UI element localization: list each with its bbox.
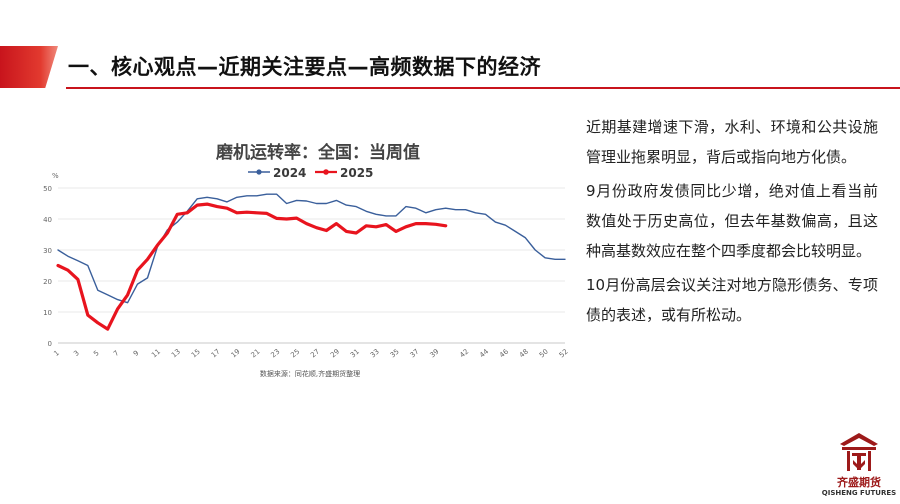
- x-tick-label: 29: [329, 348, 341, 360]
- page-title: 一、核心观点—近期关注要点—高频数据下的经济: [68, 55, 541, 79]
- x-tick-label: 1: [52, 349, 61, 358]
- x-tick-label: 33: [369, 348, 381, 360]
- legend: 2024 2025: [248, 166, 373, 180]
- x-tick-label: 9: [132, 349, 141, 358]
- x-tick-label: 25: [289, 348, 301, 360]
- chart-source: 数据来源：同花顺,齐盛期货整理: [260, 369, 360, 378]
- x-tick-label: 15: [190, 348, 202, 360]
- commentary-paragraph-1: 近期基建增速下滑，水利、环境和公共设施管理业拖累明显，背后或指向地方化债。: [586, 118, 878, 166]
- x-tick-label: 3: [72, 349, 81, 358]
- y-axis-unit: %: [52, 172, 59, 180]
- x-tick-label: 5: [92, 349, 101, 358]
- x-tick-label: 35: [389, 348, 401, 360]
- legend-label-2024: 2024: [273, 166, 306, 180]
- x-tick-label: 21: [250, 348, 262, 360]
- y-tick-label: 50: [43, 185, 52, 193]
- x-tick-label: 39: [428, 348, 440, 360]
- x-tick-label: 23: [269, 348, 281, 360]
- x-tick-label: 27: [309, 348, 321, 360]
- x-tick-label: 42: [458, 348, 470, 360]
- y-tick-label: 30: [43, 247, 52, 255]
- x-tick-label: 52: [558, 348, 570, 360]
- logo-name: 齐盛期货: [837, 476, 881, 489]
- x-tick-label: 17: [210, 348, 222, 360]
- logo-subtitle: QISHENG FUTURES: [821, 489, 897, 497]
- legend-item-2025: 2025: [315, 166, 373, 180]
- y-tick-label: 40: [43, 216, 52, 224]
- chart-container: 磨机运转率：全国：当周值 2024 2025 % 0 10 20 30 40 50 1 3 5 7…: [30, 130, 575, 390]
- x-tick-label: 37: [409, 348, 421, 360]
- y-tick-label: 10: [43, 309, 52, 317]
- x-tick-label: 11: [150, 348, 162, 360]
- chart-title: 磨机运转率：全国：当周值: [216, 142, 420, 163]
- y-tick-label: 0: [48, 340, 52, 348]
- series-line-2024: [57, 193, 566, 304]
- commentary-panel: 近期基建增速下滑，水利、环境和公共设施管理业拖累明显，背后或指向地方化债。 9月…: [586, 112, 878, 334]
- legend-item-2024: 2024: [248, 166, 306, 180]
- qisheng-logo-icon: [840, 433, 878, 471]
- x-tick-label: 44: [478, 347, 490, 359]
- series-line-2025: [56, 202, 448, 331]
- x-tick-label: 46: [498, 347, 510, 359]
- x-tick-label: 7: [112, 349, 121, 358]
- x-tick-label: 19: [230, 348, 242, 360]
- commentary-paragraph-2: 9月份政府发债同比少增，绝对值上看当前数值处于历史高位，但去年基数偏高，且这种高…: [586, 182, 878, 260]
- legend-label-2025: 2025: [340, 166, 373, 180]
- x-tick-label: 48: [518, 348, 530, 360]
- commentary-paragraph-3: 10月份高层会议关注对地方隐形债务、专项债的表述，或有所松动。: [586, 276, 878, 324]
- x-tick-label: 50: [538, 348, 550, 360]
- title-accent-bar: [0, 46, 58, 88]
- title-divider: [66, 87, 900, 89]
- x-tick-label: 31: [349, 348, 361, 360]
- x-tick-label: 13: [170, 348, 182, 360]
- y-tick-label: 20: [43, 278, 52, 286]
